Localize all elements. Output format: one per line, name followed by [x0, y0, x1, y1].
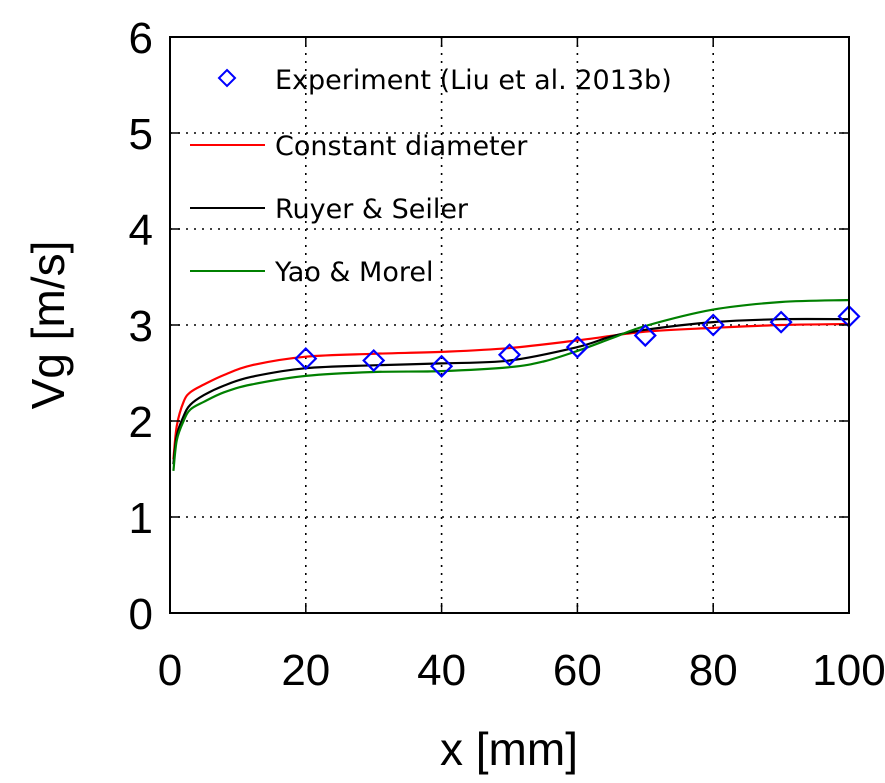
legend-item: Experiment (Liu et al. 2013b)	[217, 65, 672, 96]
experiment-point	[565, 335, 589, 359]
series-line-1	[172, 322, 850, 460]
y-tick-label: 3	[129, 302, 153, 351]
experiment-point	[769, 310, 793, 334]
y-tick-label: 2	[129, 398, 153, 447]
x-tick-label: 0	[158, 646, 182, 695]
x-tick-label: 20	[281, 646, 330, 695]
y-tick-label: 6	[129, 14, 153, 63]
plot-series	[172, 298, 861, 472]
x-tick-label: 60	[553, 646, 602, 695]
series-line-3	[172, 298, 850, 472]
legend-item: Ruyer & Seiler	[190, 194, 469, 225]
experiment-point	[497, 343, 522, 367]
experiment-point	[430, 354, 454, 378]
tick-marks	[169, 36, 850, 614]
x-tick-label: 80	[689, 646, 738, 695]
legend-marker	[217, 68, 237, 88]
y-tick-label: 4	[129, 206, 153, 255]
x-tick-label: 100	[812, 646, 885, 695]
y-tick-label: 0	[129, 590, 153, 639]
legend-item: Constant diameter	[190, 131, 528, 162]
legend-label: Constant diameter	[275, 131, 528, 162]
legend-label: Ruyer & Seiler	[275, 194, 469, 225]
tick-labels: 0 20 40 60 80 100 0 1 2 3 4 5 6	[129, 14, 885, 695]
legend-item: Yao & Morel	[190, 257, 434, 288]
experiment-point	[294, 347, 318, 371]
y-axis-title: Vg [m/s]	[22, 241, 74, 410]
grid-lines	[170, 37, 849, 613]
legend: Experiment (Liu et al. 2013b) Constant di…	[190, 65, 672, 288]
x-axis-title: x [mm]	[440, 723, 578, 775]
y-tick-label: 5	[129, 110, 153, 159]
experiment-point	[633, 324, 657, 348]
legend-label: Yao & Morel	[274, 257, 434, 288]
legend-label: Experiment (Liu et al. 2013b)	[275, 65, 672, 96]
y-tick-label: 1	[129, 494, 153, 543]
experiment-point	[362, 348, 386, 373]
experiment-point	[701, 313, 725, 337]
series-line-2	[172, 317, 850, 465]
x-tick-label: 40	[417, 646, 466, 695]
